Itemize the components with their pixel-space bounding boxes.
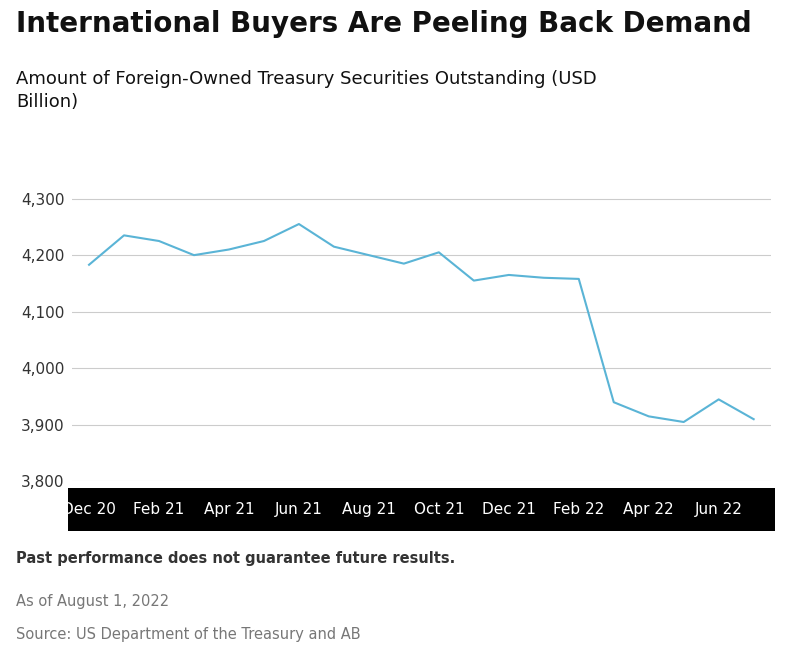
- Text: As of August 1, 2022: As of August 1, 2022: [16, 594, 169, 610]
- Text: Jun 22: Jun 22: [695, 502, 743, 517]
- Text: Aug 21: Aug 21: [342, 502, 396, 517]
- Text: Dec 21: Dec 21: [482, 502, 536, 517]
- Text: Feb 22: Feb 22: [553, 502, 604, 517]
- Text: Apr 22: Apr 22: [623, 502, 674, 517]
- Text: Apr 21: Apr 21: [204, 502, 254, 517]
- Text: International Buyers Are Peeling Back Demand: International Buyers Are Peeling Back De…: [16, 10, 751, 38]
- Text: Jun 21: Jun 21: [275, 502, 323, 517]
- Text: Dec 20: Dec 20: [62, 502, 116, 517]
- Text: Past performance does not guarantee future results.: Past performance does not guarantee futu…: [16, 551, 456, 566]
- Text: Amount of Foreign-Owned Treasury Securities Outstanding (USD
Billion): Amount of Foreign-Owned Treasury Securit…: [16, 70, 597, 112]
- Text: Oct 21: Oct 21: [413, 502, 464, 517]
- Text: Feb 21: Feb 21: [134, 502, 184, 517]
- Text: Source: US Department of the Treasury and AB: Source: US Department of the Treasury an…: [16, 627, 360, 643]
